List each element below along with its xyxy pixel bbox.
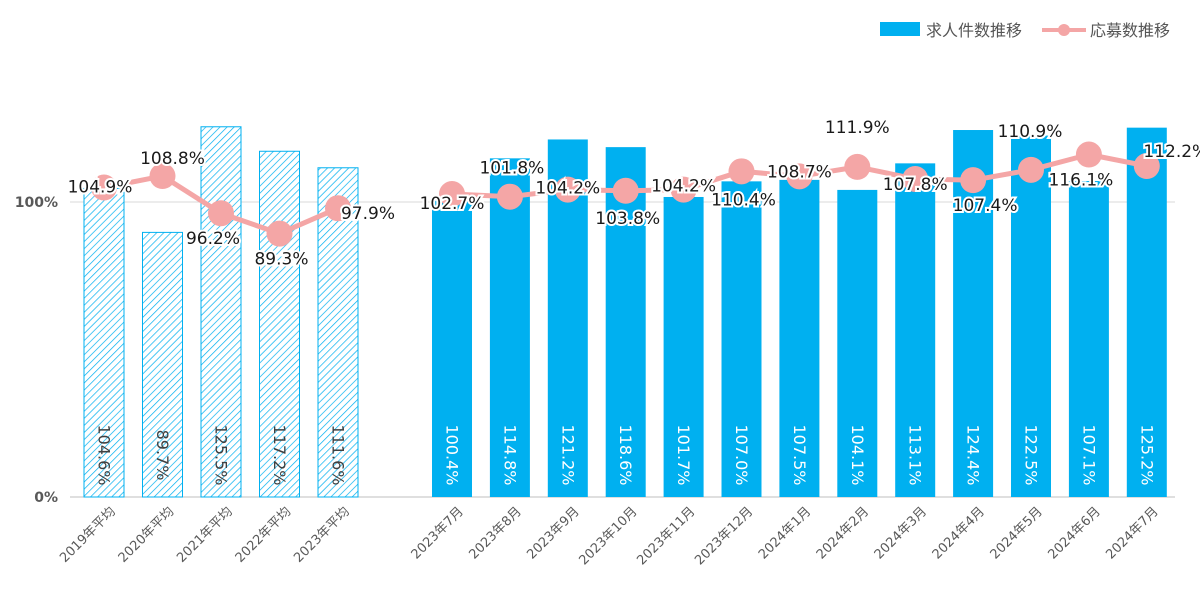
line-value-label: 104.9% [68,178,133,198]
line-value-label: 89.3% [254,250,308,270]
x-tick-label: 2023年10月 [576,504,640,568]
bar-value-label: 111.6% [329,424,348,485]
bar-value-label: 107.0% [732,424,751,485]
line-value-label: 108.7% [767,162,832,182]
line-point [1133,153,1160,180]
line-value-label: 102.7% [420,194,485,214]
x-tick-label: 2024年6月 [1045,504,1103,562]
bar-value-label: 100.4% [443,424,462,485]
legend-bar-swatch [880,22,920,36]
y-tick-label: 0% [34,490,58,506]
bar [200,126,242,498]
line-point [728,158,755,185]
bar [779,179,820,497]
line-point [208,200,234,227]
bar [663,196,704,498]
line-point [960,167,987,194]
bar [489,158,530,497]
x-tick-label: 2023年11月 [634,504,698,568]
line-value-label: 96.2% [186,229,240,249]
line-value-label: 107.4% [953,196,1018,216]
line-value-label: 116.1% [1048,171,1113,191]
bar-value-label: 89.7% [153,430,172,481]
legend-bar-label: 求人件数推移 [926,21,1023,40]
bar [605,147,646,497]
line-value-label: 107.8% [883,175,948,195]
bar-value-label: 124.4% [964,424,983,485]
x-tick-label: 2020年平均 [116,504,178,566]
legend: 求人件数推移 応募数推移 [880,14,1190,44]
bar-value-label: 113.1% [906,424,925,485]
bar-value-label: 125.2% [1137,424,1156,485]
line-point [902,165,929,192]
legend-line-label: 応募数推移 [1090,21,1171,40]
y-tick-label: 100% [15,195,58,211]
bar [83,187,125,498]
line-point [612,177,639,204]
line-value-label: 97.9% [341,204,395,224]
line-point [91,174,117,201]
line-value-label: 103.8% [595,209,660,229]
line-point [149,163,176,190]
bar [432,200,472,497]
bar [1011,135,1051,497]
bar [259,150,300,498]
x-tick-label: 2024年5月 [988,504,1046,562]
line-value-label: 110.4% [711,190,776,210]
legend-item-line: 応募数推移 [1042,17,1170,41]
bar-value-label: 107.1% [1079,424,1098,485]
x-tick-label: 2023年9月 [524,504,582,562]
x-tick-label: 2023年平均 [291,504,353,566]
bar [317,167,359,498]
line-point [786,163,813,190]
line-point [1018,156,1044,183]
bar-value-label: 104.6% [95,424,114,485]
x-tick-label: 2024年7月 [1103,504,1161,562]
line-value-label: 112.2% [1143,142,1200,162]
bar-value-label: 122.5% [1022,424,1041,485]
x-tick-label: 2022年平均 [233,504,295,566]
bar-value-label: 117.2% [270,424,289,485]
bar-value-label: 101.7% [674,424,693,485]
x-tick-label: 2023年7月 [409,504,467,562]
line-value-label: 101.8% [479,159,544,179]
line-point [1075,141,1102,168]
bar-value-label: 104.1% [848,424,867,485]
x-tick-label: 2024年1月 [756,504,814,562]
line-value-label: 111.9% [825,118,890,138]
bar-value-label: 114.8% [500,424,519,485]
line-point [266,220,293,247]
x-tick-label: 2021年平均 [174,504,236,566]
x-tick-label: 2023年12月 [692,504,756,568]
bar-value-label: 118.6% [616,424,635,485]
line-value-label: 104.2% [535,179,600,199]
line-point [325,195,351,222]
x-tick-label: 2024年3月 [872,504,930,562]
bar [837,189,878,497]
bar [1126,127,1167,497]
line-point [554,176,581,203]
bar [895,163,936,498]
line-value-label: 104.2% [651,177,716,197]
bar-value-label: 121.2% [558,424,577,485]
line-point [670,176,697,203]
line-point [439,181,465,208]
bar [721,181,762,497]
bar-value-label: 125.5% [212,424,231,485]
bar [1068,181,1109,497]
bar-value-label: 107.5% [790,424,809,485]
line-point [496,183,523,210]
line-value-label: 110.9% [998,122,1063,142]
legend-line-swatch [1042,21,1087,37]
x-tick-label: 2024年2月 [814,504,872,562]
x-tick-label: 2019年平均 [57,504,119,566]
bar [142,231,183,498]
line-point [844,153,871,180]
line-value-label: 108.8% [140,149,205,169]
x-tick-label: 2023年8月 [466,504,524,562]
legend-item-bar: 求人件数推移 [880,17,1022,41]
x-tick-label: 2024年4月 [930,504,988,562]
